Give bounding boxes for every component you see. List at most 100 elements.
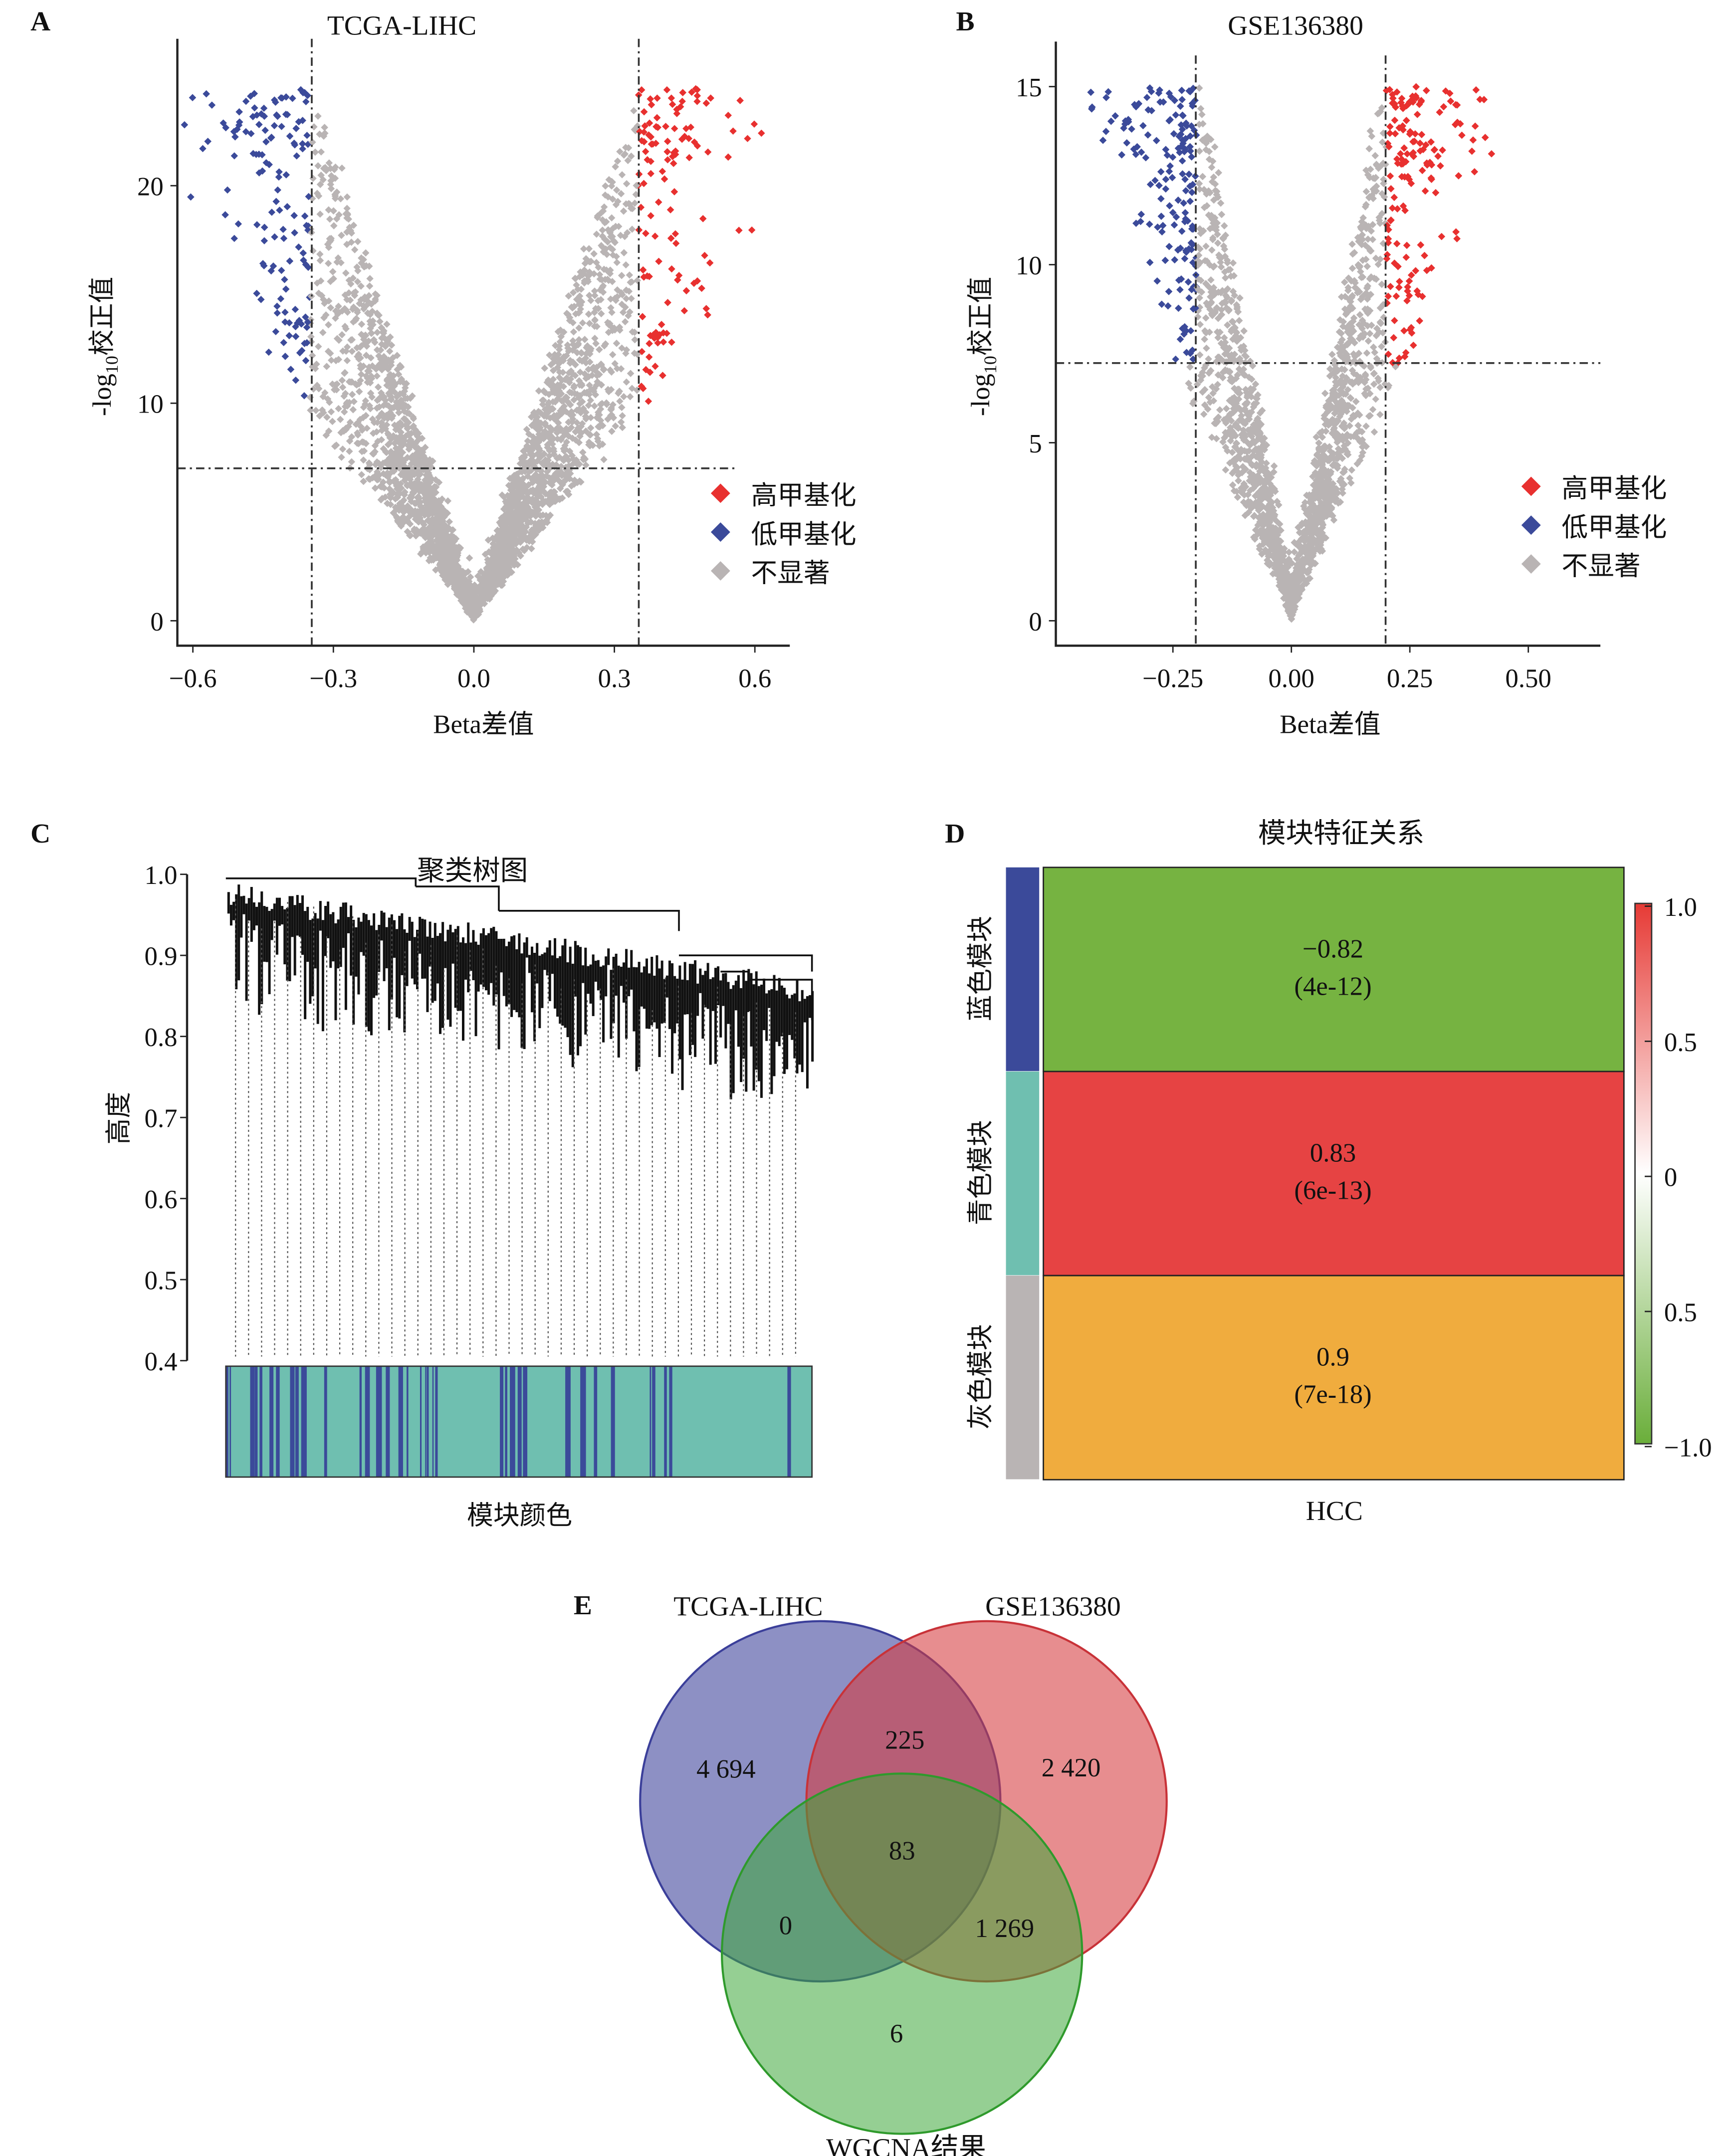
point-not-significant	[578, 357, 586, 365]
point-hypermethylated	[748, 226, 756, 234]
point-not-significant	[339, 445, 347, 453]
point-hypomethylated	[282, 171, 290, 179]
point-not-significant	[631, 336, 639, 344]
point-not-significant	[383, 320, 391, 328]
point-not-significant	[575, 324, 583, 332]
point-hypomethylated	[285, 332, 293, 340]
point-hypomethylated	[273, 302, 281, 310]
point-hypermethylated	[675, 271, 683, 279]
point-hypermethylated	[664, 138, 671, 145]
point-not-significant	[618, 404, 626, 411]
point-hypermethylated	[659, 338, 667, 346]
point-not-significant	[626, 393, 634, 401]
point-not-significant	[326, 216, 334, 223]
point-not-significant	[535, 387, 543, 395]
point-not-significant	[628, 278, 636, 286]
point-not-significant	[338, 164, 346, 172]
point-not-significant	[308, 363, 316, 371]
point-hypermethylated	[678, 97, 686, 105]
point-not-significant	[608, 214, 616, 221]
point-not-significant	[315, 343, 322, 350]
point-hypermethylated	[640, 108, 648, 116]
point-not-significant	[409, 424, 417, 431]
scatter-points-a	[181, 85, 765, 624]
point-hypomethylated	[276, 207, 283, 214]
point-not-significant	[374, 383, 382, 391]
point-hypomethylated	[281, 308, 289, 316]
point-not-significant	[346, 447, 353, 455]
point-hypomethylated	[253, 221, 261, 228]
point-hypomethylated	[270, 96, 278, 104]
point-hypomethylated	[283, 203, 291, 211]
point-not-significant	[338, 453, 345, 461]
point-not-significant	[388, 404, 396, 412]
point-hypermethylated	[648, 101, 655, 109]
point-hypomethylated	[286, 132, 294, 140]
point-hypermethylated	[654, 199, 662, 206]
point-not-significant	[349, 406, 357, 414]
point-hypomethylated	[303, 132, 311, 139]
point-not-significant	[612, 422, 619, 430]
point-not-significant	[613, 340, 621, 347]
point-hypermethylated	[668, 265, 675, 273]
point-hypomethylated	[293, 152, 300, 160]
point-not-significant	[337, 259, 345, 266]
point-not-significant	[599, 226, 606, 234]
point-not-significant	[465, 554, 473, 562]
point-not-significant	[596, 346, 603, 354]
point-not-significant	[321, 124, 328, 131]
point-not-significant	[373, 372, 381, 380]
point-not-significant	[622, 261, 630, 269]
point-hypermethylated	[647, 212, 654, 219]
point-hypomethylated	[208, 101, 216, 109]
point-hypomethylated	[292, 376, 300, 384]
point-hypermethylated	[662, 123, 669, 130]
point-not-significant	[596, 371, 603, 378]
point-not-significant	[338, 377, 346, 384]
point-not-significant	[600, 456, 608, 463]
point-not-significant	[593, 372, 601, 380]
point-hypermethylated	[646, 340, 653, 347]
point-not-significant	[619, 412, 626, 420]
point-hypomethylated	[271, 233, 278, 241]
point-hypermethylated	[670, 188, 678, 196]
point-hypermethylated	[736, 97, 744, 104]
point-not-significant	[432, 566, 439, 574]
point-not-significant	[316, 257, 324, 264]
point-hypomethylated	[302, 98, 310, 106]
point-not-significant	[309, 175, 317, 182]
point-not-significant	[634, 276, 641, 284]
point-hypomethylated	[302, 313, 309, 321]
point-not-significant	[342, 269, 350, 277]
point-hypermethylated	[663, 148, 671, 156]
point-not-significant	[339, 384, 347, 391]
point-hypermethylated	[724, 153, 732, 161]
point-not-significant	[341, 369, 348, 377]
point-not-significant	[392, 503, 399, 511]
point-hypomethylated	[281, 353, 289, 360]
point-not-significant	[623, 295, 630, 302]
point-not-significant	[386, 347, 394, 355]
point-not-significant	[625, 287, 633, 295]
point-hypomethylated	[291, 305, 299, 313]
point-not-significant	[608, 368, 616, 376]
point-not-significant	[589, 441, 597, 449]
point-not-significant	[592, 340, 600, 347]
point-not-significant	[607, 386, 615, 394]
point-not-significant	[337, 416, 344, 424]
point-not-significant	[357, 296, 365, 304]
point-not-significant	[627, 370, 635, 377]
point-hypomethylated	[204, 138, 212, 145]
point-hypomethylated	[273, 309, 281, 317]
point-hypermethylated	[672, 239, 680, 247]
point-hypomethylated	[260, 237, 268, 244]
point-not-significant	[366, 475, 374, 483]
point-not-significant	[353, 263, 361, 271]
point-hypomethylated	[187, 193, 195, 201]
point-not-significant	[363, 425, 371, 432]
point-not-significant	[361, 296, 368, 303]
point-not-significant	[387, 385, 395, 393]
point-hypomethylated	[189, 94, 197, 101]
